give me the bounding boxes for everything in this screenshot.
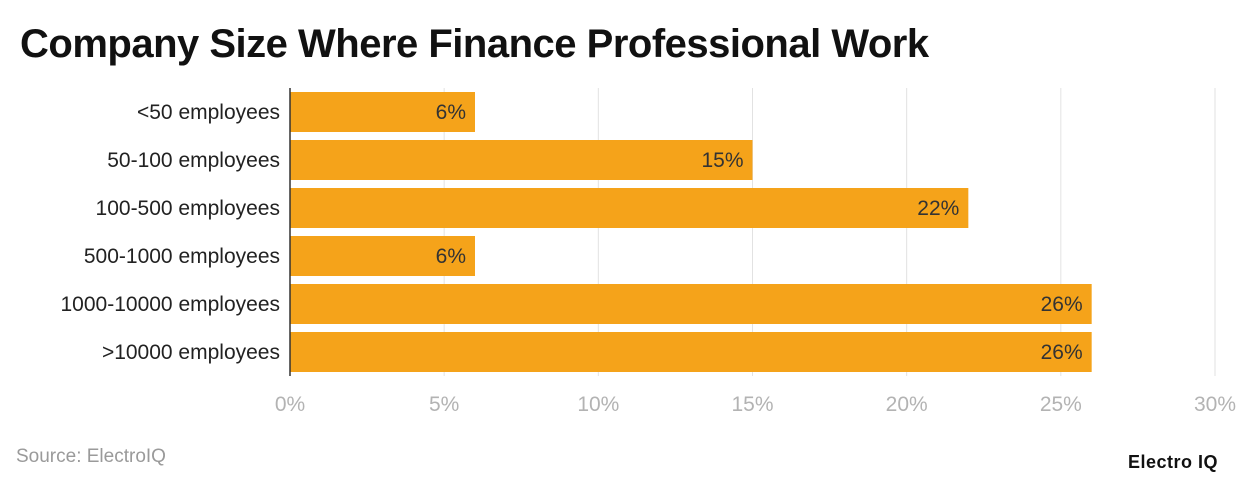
x-tick-label: 5% [429, 393, 459, 416]
bar [290, 140, 753, 180]
data-label: 26% [1041, 293, 1083, 316]
labels: 0% 5% 10% 15% 20% 25% 30% <50 employees 6% 50-100… [61, 101, 1237, 416]
bar [290, 188, 969, 228]
x-tick-label: 0% [275, 393, 305, 416]
category-label: <50 employees [137, 101, 280, 124]
bar [290, 236, 475, 276]
category-label: 1000-10000 employees [61, 293, 281, 316]
data-label: 6% [436, 101, 466, 124]
category-label: 50-100 employees [107, 149, 280, 172]
chart-title: Company Size Where Finance Professional … [20, 22, 929, 66]
gridlines [443, 88, 1216, 376]
x-tick-label: 10% [577, 393, 619, 416]
x-tick-label: 30% [1194, 393, 1236, 416]
brand-logo: Electro IQ [1127, 452, 1218, 472]
bar [290, 284, 1092, 324]
x-tick-label: 20% [886, 393, 928, 416]
data-label: 6% [436, 245, 466, 268]
bar [290, 332, 1092, 372]
data-label: 15% [701, 149, 743, 172]
source-note: Source: ElectroIQ [16, 446, 166, 467]
category-label: >10000 employees [102, 341, 280, 364]
x-tick-label: 15% [731, 393, 773, 416]
bars [290, 92, 1092, 372]
data-label: 22% [917, 197, 959, 220]
category-label: 100-500 employees [96, 197, 280, 220]
bar [290, 92, 475, 132]
x-tick-label: 25% [1040, 393, 1082, 416]
category-label: 500-1000 employees [84, 245, 280, 268]
data-label: 26% [1041, 341, 1083, 364]
